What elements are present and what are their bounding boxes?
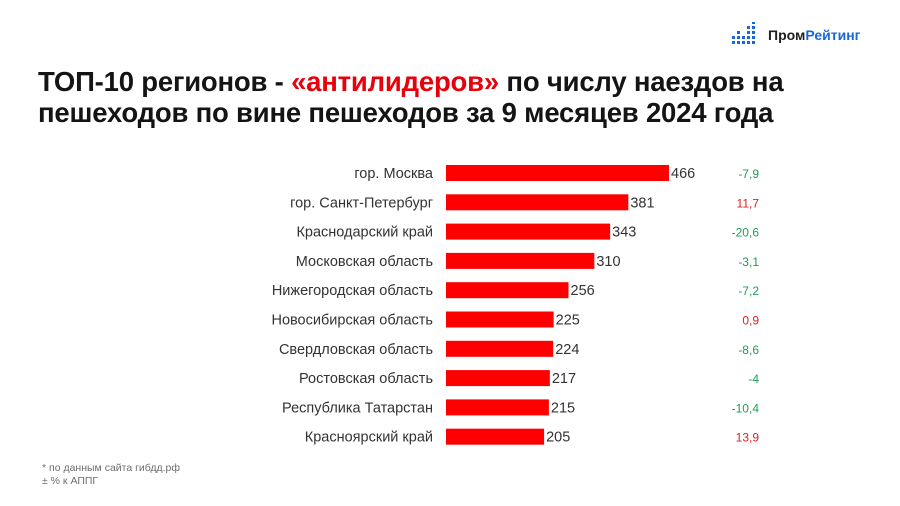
bar bbox=[446, 194, 629, 211]
title-part2: по числу наездов на пешеходов по вине пе… bbox=[38, 66, 784, 128]
value-label: 381 bbox=[630, 195, 654, 211]
brand-name-part1: Пром bbox=[768, 27, 806, 43]
change-note: ± % к АППГ bbox=[42, 475, 99, 487]
bar bbox=[446, 428, 545, 445]
value-label: 205 bbox=[546, 430, 570, 446]
chart-title: ТОП-10 регионов - «антилидеров» по числу… bbox=[38, 66, 878, 128]
brand-logo: ПромРейтинг bbox=[731, 22, 871, 48]
bar bbox=[446, 252, 595, 269]
value-label: 225 bbox=[556, 313, 580, 329]
brand-name: ПромРейтинг bbox=[768, 27, 860, 43]
value-label: 215 bbox=[551, 400, 575, 416]
source-note: * по данным сайта гибдд.рф bbox=[42, 462, 180, 474]
change-label: -20,6 bbox=[732, 226, 760, 240]
value-label: 310 bbox=[596, 254, 620, 270]
category-label: Ростовская область bbox=[299, 371, 433, 387]
value-label: 256 bbox=[571, 283, 595, 299]
bar bbox=[446, 282, 569, 299]
change-label: -3,1 bbox=[738, 255, 759, 269]
title-part1: ТОП-10 регионов - bbox=[38, 66, 292, 97]
category-label: Краснодарский край bbox=[296, 225, 433, 241]
bar bbox=[446, 340, 554, 357]
change-label: 11,7 bbox=[737, 196, 760, 210]
change-label: 0,9 bbox=[742, 314, 759, 328]
bar-chart-dots-icon bbox=[732, 22, 755, 44]
change-label: -7,2 bbox=[738, 284, 759, 298]
title-highlight: «антилидеров» bbox=[291, 66, 499, 97]
category-label: Красноярский край bbox=[305, 430, 433, 446]
change-label: -7,9 bbox=[738, 167, 759, 181]
change-label: -8,6 bbox=[738, 343, 759, 357]
bar bbox=[446, 311, 554, 328]
change-label: -4 bbox=[748, 372, 759, 386]
category-label: гор. Санкт-Петербург bbox=[290, 195, 433, 211]
value-label: 466 bbox=[671, 166, 695, 182]
bar bbox=[446, 165, 669, 181]
category-label: гор. Москва bbox=[354, 166, 434, 182]
change-label: -10,4 bbox=[732, 401, 760, 415]
value-label: 224 bbox=[555, 342, 579, 358]
category-label: Свердловская область bbox=[279, 342, 433, 358]
category-label: Нижегородская область bbox=[272, 283, 433, 299]
brand-name-part2: Рейтинг bbox=[805, 27, 861, 43]
bar bbox=[446, 370, 550, 387]
bar bbox=[446, 399, 549, 416]
value-label: 217 bbox=[552, 371, 576, 387]
category-label: Новосибирская область bbox=[271, 313, 433, 329]
value-label: 343 bbox=[612, 225, 636, 241]
bar bbox=[446, 223, 611, 240]
category-label: Республика Татарстан bbox=[282, 400, 433, 416]
change-label: 13,9 bbox=[736, 431, 760, 445]
category-label: Московская область bbox=[296, 254, 433, 270]
